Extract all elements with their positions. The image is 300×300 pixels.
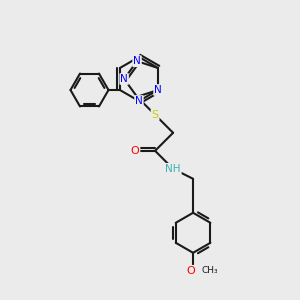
Text: CH₃: CH₃ xyxy=(201,266,218,275)
Text: N: N xyxy=(120,74,128,84)
Text: NH: NH xyxy=(165,164,181,174)
Text: N: N xyxy=(135,96,143,106)
Text: N: N xyxy=(154,85,162,95)
Text: N: N xyxy=(133,56,141,66)
Text: O: O xyxy=(131,146,140,156)
Text: O: O xyxy=(187,266,196,276)
Text: S: S xyxy=(152,110,159,120)
